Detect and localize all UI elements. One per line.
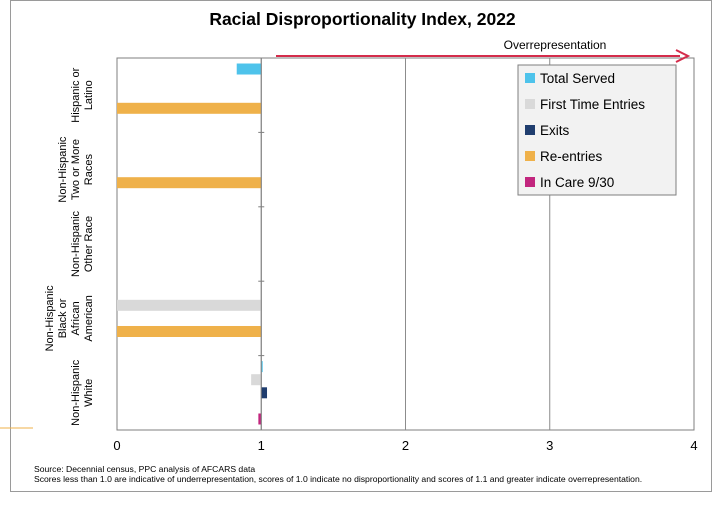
legend-label: Re-entries [540, 149, 603, 164]
bar [258, 413, 262, 425]
legend-label: Total Served [540, 71, 615, 86]
bar [251, 374, 262, 386]
overrepresentation-label: Overrepresentation [504, 38, 607, 52]
explanation-note: Scores less than 1.0 are indicative of u… [34, 474, 643, 485]
category-label-line: Hispanic or [70, 67, 82, 122]
chart-notes: Source: Decennial census, PPC analysis o… [34, 464, 714, 484]
legend-swatch [525, 73, 535, 83]
category-label: Non-Hispanic White [70, 359, 95, 426]
legend-label: Exits [540, 123, 570, 138]
category-label-line: Races [83, 154, 95, 186]
legend [517, 64, 677, 196]
category-label-line: African [70, 301, 82, 335]
x-tick-label: 1 [258, 438, 265, 453]
category-label-line: White [83, 379, 95, 407]
source-note: Source: Decennial census, PPC analysis o… [34, 464, 256, 474]
category-label: Non-Hispanic Two or More Races [57, 136, 95, 203]
category-label-line: Non-Hispanic [70, 359, 82, 426]
legend-swatch [525, 151, 535, 161]
bar [261, 361, 263, 373]
category-label-line: Two or More [70, 139, 82, 200]
bar [261, 387, 268, 399]
chart-title: Racial Disproportionality Index, 2022 [209, 9, 516, 29]
category-label-line: Black or [57, 298, 69, 338]
x-tick-label: 2 [402, 438, 409, 453]
bar [236, 63, 262, 75]
bar [117, 325, 262, 337]
legend-swatch [525, 177, 535, 187]
bar [117, 102, 262, 114]
legend-label: First Time Entries [540, 97, 645, 112]
category-label: Non-Hispanic Black or African American [44, 285, 95, 352]
x-tick-label: 3 [546, 438, 553, 453]
category-label-line: American [83, 295, 95, 341]
category-label-line: Latino [83, 80, 95, 110]
category-label: Non-Hispanic Other Race [70, 210, 95, 277]
category-label-line: Non-Hispanic [70, 210, 82, 277]
legend-label: In Care 9/30 [540, 175, 614, 190]
legend-swatch [525, 125, 535, 135]
bar [117, 177, 262, 189]
bar [117, 299, 262, 311]
x-tick-label: 4 [690, 438, 697, 453]
legend-swatch [525, 99, 535, 109]
category-label-line: Other Race [83, 216, 95, 272]
category-label-line: Non-Hispanic [57, 136, 69, 203]
category-label: Hispanic or Latino [70, 67, 95, 122]
category-label-line: Non-Hispanic [44, 285, 56, 352]
x-tick-label: 0 [113, 438, 120, 453]
overrepresentation-arrow-head [675, 49, 691, 63]
